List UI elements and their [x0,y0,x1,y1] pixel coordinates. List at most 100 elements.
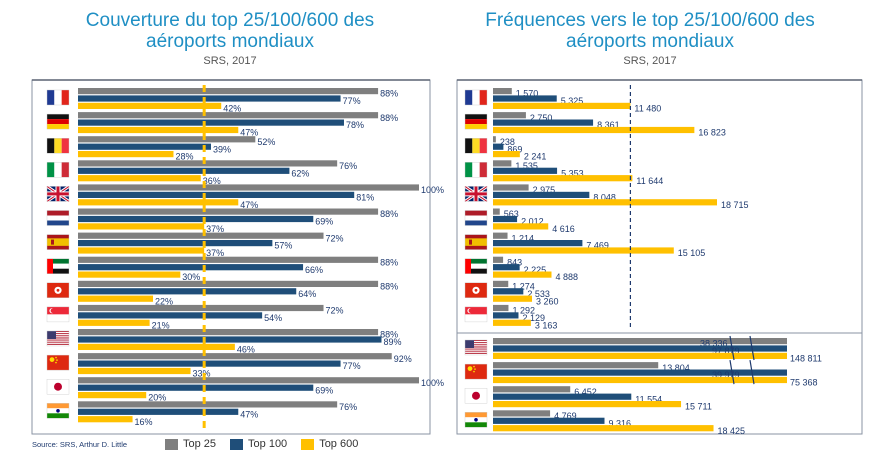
left-bar-label: 36% [203,176,221,186]
right-bar-label: 2 129 [522,313,545,323]
left-bar-top25 [78,232,324,239]
right-india-flag-icon [464,412,488,428]
right-bar-label: 16 823 [698,128,726,138]
right-bar-label: 2 533 [527,289,550,299]
legend-swatch [230,438,244,450]
left-japan-flag-icon [46,379,70,395]
left-bar-label: 88% [380,257,398,267]
left-bar-top25 [78,136,256,143]
right-bar-label: 8 048 [593,193,616,203]
right-chart-subtitle: SRS, 2017 [623,55,677,67]
left-bar-top25 [78,256,379,263]
right-bar-top25 [493,160,512,167]
right-bar-top100 [493,312,519,319]
right-bar-label: 1 535 [515,161,538,171]
right-bar-label: 9 316 [609,418,632,428]
left-bar-label: 100% [421,185,444,195]
right-bar-top100 [493,288,524,295]
right-bar-top25 [493,184,529,191]
right-germany-flag-icon [464,113,488,130]
right-bar-top600 [493,425,714,432]
right-bar-top600 [493,376,787,384]
left-singapore-flag-icon [46,306,70,323]
left-bar-label: 89% [383,337,401,347]
right-bar-top25 [493,410,551,417]
right-bar-label: 4 769 [554,411,577,421]
right-bar-top600 [493,175,633,182]
right-bar-top25 [493,112,526,119]
left-bar-top600 [78,319,150,326]
legend-item: Top 25 [165,438,216,450]
right-bar-label: 38 336 [700,339,728,349]
left-bar-label: 64% [298,289,316,299]
right-bar-top600 [493,401,682,408]
left-bar-top25 [78,208,379,215]
legend-label: Top 25 [183,438,217,450]
left-bar-top100 [78,240,273,247]
right-bar-top600 [493,199,717,206]
right-bar-top100 [493,215,518,223]
left-bar-top600 [78,126,239,134]
right-bar-top100 [493,393,632,400]
left-bar-top25 [78,353,392,360]
left-bar-label: 30% [182,272,200,282]
left-china-flag-icon [46,354,70,371]
left-bar-label: 81% [356,193,374,203]
right-bar-label: 1 274 [512,282,535,292]
left-bar-top600 [78,247,205,254]
right-bar-label: 563 [504,209,519,219]
left-bar-label: 37% [206,224,224,234]
left-bar-label: 57% [274,241,292,251]
right-chart-title: Fréquences vers le top 25/100/600 des aé… [440,10,860,52]
left-bar-top100 [78,384,314,391]
left-bar-top100 [78,215,314,223]
left-bar-label: 92% [394,354,412,364]
right-bar-label: 2 975 [533,185,556,195]
left-bar-top600 [78,175,201,182]
left-bar-top25 [78,160,338,167]
right-bar-label: 3 260 [536,296,559,306]
left-bar-top25 [78,88,379,95]
left-bar-top100 [78,312,263,319]
left-bar-top600 [78,223,205,230]
left-bar-label: 28% [175,152,193,162]
right-bar-label: 11 644 [636,176,663,186]
right-bar-top600 [493,352,787,359]
right-bar-label: 1 292 [512,306,535,316]
axis-break-mark [729,335,735,361]
right-bar-label: 843 [507,257,522,267]
right-bar-label: 2 750 [530,113,553,123]
right-bar-top25 [493,362,659,369]
right-hong-kong-flag-icon [464,282,488,298]
right-bar-top25 [493,256,504,263]
left-bar-label: 100% [421,378,444,388]
left-bar-top600 [78,102,222,109]
right-bar-label: 18 715 [721,200,749,210]
left-bar-label: 39% [213,144,231,154]
right-bar-label: 7 469 [586,241,609,251]
right-uae-flag-icon [464,258,488,274]
axis-break-mark [749,335,755,361]
left-bar-top100 [78,95,341,102]
right-bar-label: 11 480 [634,104,661,114]
left-spain-flag-icon [46,234,70,250]
left-bar-top25 [78,280,379,287]
left-bar-top600 [78,367,191,375]
right-china-flag-icon [464,363,488,380]
right-spain-flag-icon [464,234,488,250]
legend-swatch [301,438,315,450]
right-bar-label: 39 979 [712,370,740,380]
right-bar-top25 [493,88,512,95]
right-bar-top600 [493,223,549,230]
left-bar-label: 20% [148,393,166,403]
left-bar-top600 [78,416,133,423]
right-bar-label: 5 353 [561,168,584,178]
left-chart-title-line-2: aéroports mondiaux [146,31,314,52]
right-bar-top100 [493,143,504,150]
right-bar-top600 [493,319,531,326]
left-hong-kong-flag-icon [46,282,70,298]
left-bar-top600 [78,151,174,158]
right-bar-label: 2 241 [524,152,547,162]
